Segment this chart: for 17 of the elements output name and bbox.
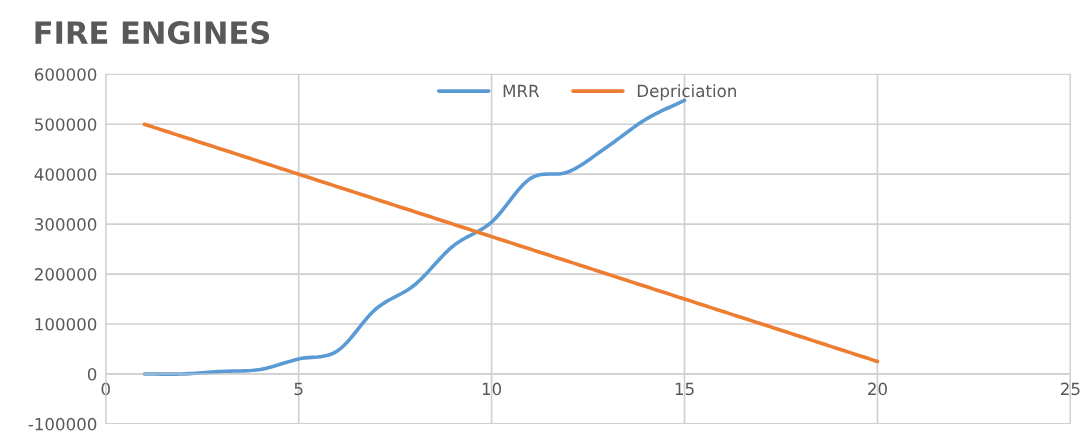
y-tick-label: 600000 (34, 68, 97, 81)
chart-title: FIRE ENGINES (35, 21, 270, 45)
legend-label: Depriciation (637, 84, 736, 101)
y-tick-label: -100000 (28, 417, 97, 431)
x-tick-label: 0 (101, 382, 110, 396)
x-tick-label: 20 (868, 382, 887, 396)
y-tick-label: 300000 (35, 218, 97, 231)
legend-label: MRR (503, 84, 540, 97)
y-tick-label: 200000 (34, 268, 97, 281)
y-tick-label: 400000 (34, 168, 97, 181)
y-tick-label: 100000 (35, 317, 97, 331)
y-tick-label: 0 (87, 367, 97, 381)
x-tick-label: 25 (1061, 382, 1080, 396)
x-tick-label: 15 (675, 382, 694, 396)
y-tick-label: 500000 (35, 118, 97, 131)
x-tick-label: 5 (294, 382, 303, 396)
x-tick-label: 10 (482, 382, 502, 396)
